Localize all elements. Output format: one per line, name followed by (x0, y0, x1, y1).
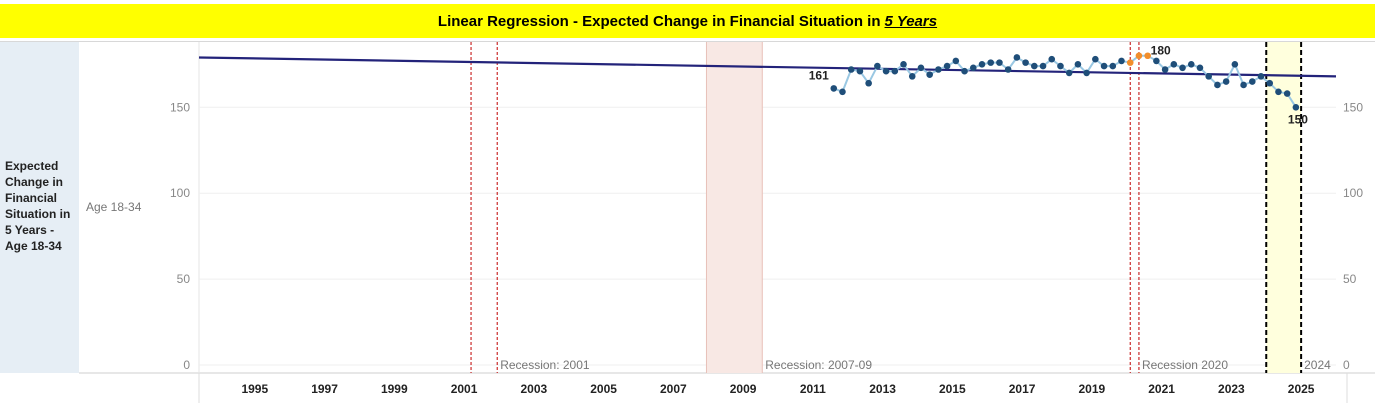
data-point (996, 59, 1003, 66)
recession-band (706, 42, 763, 373)
data-point (1153, 57, 1160, 65)
current-year-band (1266, 42, 1302, 373)
chart-title-text: Linear Regression - Expected Change in F… (437, 12, 881, 30)
data-point (952, 57, 960, 65)
data-point (1222, 78, 1230, 85)
y-tick-label-left: 50 (177, 272, 191, 286)
data-point (839, 88, 846, 96)
x-tick-label: 1999 (381, 382, 408, 396)
data-point (1196, 64, 1204, 72)
x-tick-label: 2001 (451, 382, 478, 396)
data-point (1179, 64, 1186, 72)
data-point (917, 64, 925, 72)
data-point (1275, 88, 1282, 96)
y-tick-label-right: 150 (1343, 100, 1363, 114)
x-tick-label: 2013 (869, 382, 896, 396)
chart-title-emphasis: 5 Years (884, 12, 938, 30)
top-rule (0, 41, 1375, 42)
data-point (1039, 62, 1047, 70)
x-tick-label: 2025 (1288, 382, 1315, 396)
x-tick-label: 2009 (730, 382, 757, 396)
y-tick-label-left: 0 (183, 358, 190, 372)
y-tick-label-right: 100 (1343, 186, 1363, 200)
data-point (856, 67, 864, 75)
data-point (900, 61, 907, 68)
data-point (935, 66, 942, 73)
y-tick-label-left: 150 (170, 100, 190, 114)
data-point (1283, 90, 1291, 97)
x-tick-label: 2019 (1079, 382, 1106, 396)
y-tick-label-right: 0 (1343, 358, 1350, 372)
data-point (1074, 61, 1082, 68)
data-point (1248, 78, 1256, 85)
data-label: 150 (1288, 112, 1308, 126)
chart-title: Linear Regression - Expected Change in F… (0, 4, 1375, 38)
data-point (1109, 62, 1117, 70)
data-point (830, 85, 838, 92)
data-point (1004, 66, 1012, 73)
data-point (1214, 81, 1221, 89)
data-point (847, 66, 855, 73)
data-point (908, 73, 916, 80)
row-header-panel (0, 42, 79, 373)
x-tick-label: 2005 (590, 382, 617, 396)
data-point (926, 71, 933, 78)
data-point (961, 67, 968, 75)
data-point (1161, 66, 1169, 73)
x-tick-label: 2007 (660, 382, 687, 396)
data-point (1266, 79, 1274, 87)
band-label: Recession: 2007-09 (765, 358, 872, 372)
data-point (987, 59, 995, 66)
x-tick-label: 2003 (520, 382, 547, 396)
regression-trend-line (198, 56, 1337, 78)
data-point (891, 67, 899, 75)
data-point (1092, 55, 1099, 63)
band-label: 2024 (1304, 358, 1331, 372)
data-label: 180 (1151, 44, 1171, 58)
x-tick-label: 2015 (939, 382, 966, 396)
x-tick-label: 1997 (311, 382, 338, 396)
band-label: Recession: 2001 (500, 358, 590, 372)
data-point (1022, 59, 1029, 66)
data-point (1118, 57, 1125, 65)
data-point (882, 67, 890, 75)
data-point (1100, 62, 1108, 70)
row-header-label: Expected Change in Financial Situation i… (5, 159, 71, 253)
data-point (1257, 73, 1265, 80)
data-point (1031, 62, 1038, 70)
x-tick-label: 1995 (241, 382, 268, 396)
age-group-label: Age 18-34 (86, 200, 142, 214)
data-point (1083, 69, 1090, 77)
y-tick-label-left: 100 (170, 186, 190, 200)
data-point (1292, 103, 1300, 111)
band-label: Recession 2020 (1142, 358, 1228, 372)
data-point (969, 64, 977, 72)
data-point (1048, 55, 1056, 63)
x-tick-label: 2011 (800, 382, 826, 396)
data-point (874, 62, 881, 70)
data-point (943, 62, 951, 70)
x-tick-label: 2017 (1009, 382, 1036, 396)
data-point (1231, 61, 1239, 68)
data-point (1170, 61, 1178, 68)
data-point (1187, 61, 1195, 68)
data-point (1065, 69, 1073, 77)
highlight-point (1144, 52, 1151, 60)
data-point (1057, 62, 1064, 70)
y-tick-label-right: 50 (1343, 272, 1357, 286)
highlight-point (1135, 52, 1143, 60)
data-point (978, 61, 986, 68)
data-point (1205, 73, 1212, 80)
x-tick-label: 2021 (1148, 382, 1175, 396)
highlight-point (1126, 59, 1134, 66)
data-label: 161 (809, 68, 829, 82)
data-point (1240, 81, 1247, 89)
x-tick-label: 2023 (1218, 382, 1245, 396)
data-point (865, 79, 872, 87)
data-point (1013, 54, 1021, 61)
